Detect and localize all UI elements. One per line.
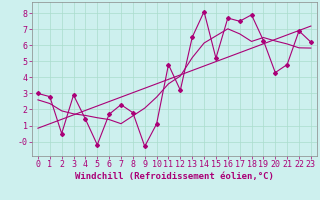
X-axis label: Windchill (Refroidissement éolien,°C): Windchill (Refroidissement éolien,°C) [75, 172, 274, 181]
